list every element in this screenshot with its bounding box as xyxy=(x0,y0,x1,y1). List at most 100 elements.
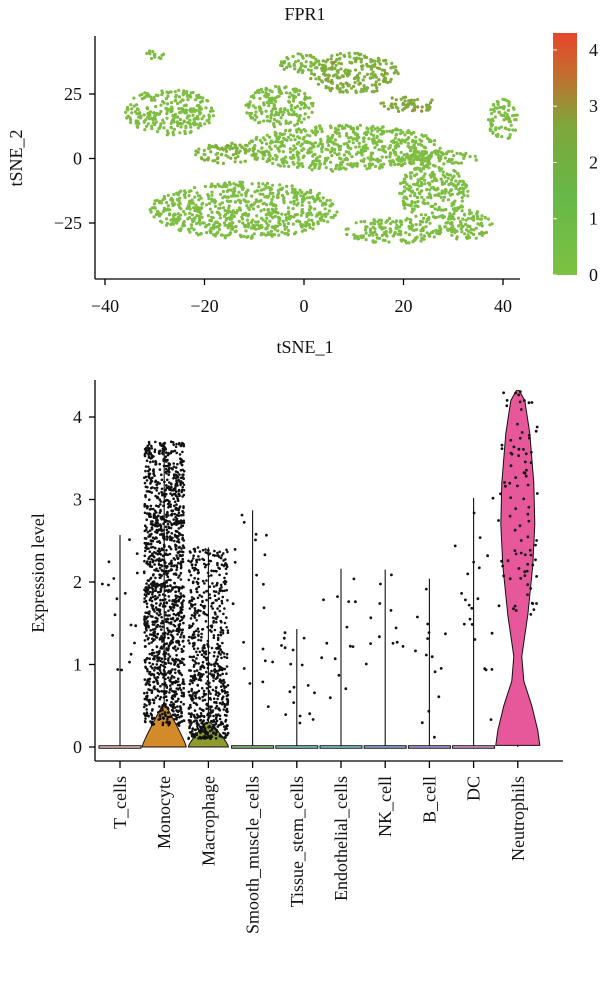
tsne-point xyxy=(363,228,368,232)
tsne-point xyxy=(284,85,288,89)
violin-point xyxy=(155,489,158,492)
tsne-point xyxy=(252,232,256,236)
tsne-point xyxy=(390,102,394,106)
tsne-point xyxy=(192,107,196,111)
violin-point xyxy=(163,495,167,498)
tsne-point xyxy=(277,111,281,115)
tsne-point xyxy=(461,153,465,157)
violin-point xyxy=(148,633,152,636)
violin-point xyxy=(225,626,228,629)
tsne-point xyxy=(276,195,280,199)
tsne-point xyxy=(396,128,400,132)
violin-point xyxy=(194,629,198,633)
violin-point xyxy=(175,513,179,517)
violin-point xyxy=(143,620,147,624)
violin-point xyxy=(193,674,197,677)
tsne-point xyxy=(412,161,416,165)
violin-point xyxy=(155,520,159,523)
tsne-point xyxy=(294,230,298,234)
violin-point xyxy=(189,679,192,682)
tsne-point xyxy=(295,165,300,169)
tsne-point xyxy=(441,173,445,177)
violin-point xyxy=(178,553,182,557)
violin-point xyxy=(177,641,180,645)
violin-point xyxy=(159,559,162,562)
violin-point xyxy=(180,566,183,569)
violin-point xyxy=(165,486,168,490)
tsne-point xyxy=(146,122,150,126)
violin-point xyxy=(220,656,223,660)
violin-point xyxy=(192,614,196,618)
violin-point xyxy=(158,625,162,628)
tsne-point xyxy=(315,194,320,198)
tsne-point xyxy=(283,108,287,112)
tsne-point xyxy=(328,198,332,202)
tsne-point xyxy=(253,155,257,159)
tsne-point xyxy=(407,203,411,207)
violin-point xyxy=(164,467,168,471)
violin-point xyxy=(166,715,169,719)
tsne-point xyxy=(206,214,210,218)
violin-point xyxy=(189,669,192,672)
tsne-point xyxy=(291,153,295,157)
tsne-point xyxy=(162,121,166,125)
violin-point xyxy=(189,589,193,592)
violin-point xyxy=(211,582,214,585)
violin-point xyxy=(196,577,200,581)
tsne-point xyxy=(298,107,302,111)
violin-point xyxy=(223,607,226,610)
violin-point xyxy=(223,589,226,593)
tsne-point xyxy=(287,217,292,221)
violin-point xyxy=(216,662,219,666)
violin-nk-cell xyxy=(363,745,407,749)
tsne-point xyxy=(362,84,366,88)
tsne-point xyxy=(233,160,237,164)
tsne-point xyxy=(289,133,293,137)
violin-point xyxy=(195,733,199,737)
tsne-point xyxy=(210,210,214,214)
violin-point xyxy=(188,655,192,659)
violin-point xyxy=(164,677,167,681)
tsne-point xyxy=(190,218,194,222)
violin-point xyxy=(208,696,212,700)
tsne-point xyxy=(380,165,384,169)
tsne-point xyxy=(480,230,484,234)
violin-point xyxy=(180,463,184,467)
tsne-point xyxy=(380,155,384,159)
tsne-point xyxy=(261,136,265,140)
violin-point xyxy=(204,563,208,567)
violin-point xyxy=(196,611,199,615)
tsne-point xyxy=(186,114,190,118)
tsne-point xyxy=(270,234,274,238)
violin-point xyxy=(225,707,229,711)
tsne-point xyxy=(440,180,444,184)
tsne-point xyxy=(291,207,295,211)
tsne-point xyxy=(142,119,147,123)
tsne-point xyxy=(406,144,410,148)
tsne-point xyxy=(210,190,214,194)
violin-point xyxy=(166,627,169,630)
violin-point xyxy=(173,539,176,543)
tsne-point xyxy=(404,173,408,177)
violin-point xyxy=(162,522,165,525)
tsne-point xyxy=(424,134,428,138)
violin-point xyxy=(202,714,206,718)
violin-point xyxy=(181,450,184,454)
tsne-point xyxy=(401,108,405,112)
tsne-point xyxy=(408,194,412,198)
tsne-point xyxy=(233,229,237,234)
violin-point xyxy=(191,581,195,585)
violin-point xyxy=(161,660,164,664)
tsne-point xyxy=(265,181,270,185)
violin-point xyxy=(111,633,114,637)
tsne-point xyxy=(231,190,235,194)
tsne-point xyxy=(408,161,412,165)
violin-point xyxy=(151,606,154,610)
tsne-point xyxy=(279,107,283,111)
tsne-point xyxy=(412,182,416,186)
violin-point xyxy=(163,442,167,445)
tsne-point xyxy=(165,217,169,221)
violin-point xyxy=(168,703,172,707)
violin-point xyxy=(181,495,184,498)
